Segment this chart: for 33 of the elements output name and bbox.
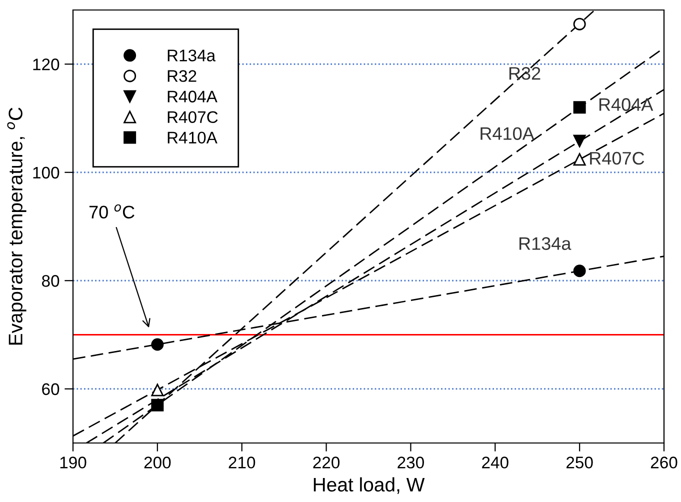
annotation: 70 $^{o}$C — [89, 204, 134, 219]
y-tick-label: 80 — [42, 275, 60, 287]
annotation: R32 — [509, 67, 540, 80]
y-axis-title: Evaporator temperature, $^{o}$C — [7, 108, 26, 345]
legend-label: R407C — [168, 111, 218, 124]
point — [151, 384, 164, 396]
point — [573, 264, 586, 278]
y-tick-label: 120 — [33, 58, 60, 70]
x-tick-label: 250 — [566, 456, 593, 468]
point — [573, 101, 586, 114]
point — [151, 338, 164, 351]
x-tick-label: 220 — [313, 456, 340, 468]
legend-label: R404A — [168, 90, 218, 102]
x-tick-label: 210 — [228, 456, 256, 468]
point — [573, 153, 586, 166]
x-tick-label: 190 — [60, 456, 86, 468]
annotation: R404A — [599, 98, 654, 111]
annotation: R410A — [480, 127, 534, 140]
x-tick-label: 200 — [144, 456, 171, 468]
x-tick-label: 240 — [482, 456, 508, 468]
x-tick-label: 230 — [398, 456, 424, 468]
point — [573, 134, 586, 148]
x-axis-title: Heat load, W — [314, 477, 425, 494]
point — [573, 18, 586, 30]
legend-label: R410A — [168, 132, 218, 144]
point — [151, 398, 164, 412]
y-tick-label: 60 — [42, 383, 60, 396]
legend-label: R32 — [168, 70, 196, 82]
annotation: R407C — [590, 152, 644, 165]
annotation: R134a — [520, 237, 572, 250]
legend-label: R134a — [168, 50, 216, 62]
y-tick-label: 100 — [33, 166, 60, 179]
x-tick-label: 260 — [650, 456, 678, 468]
